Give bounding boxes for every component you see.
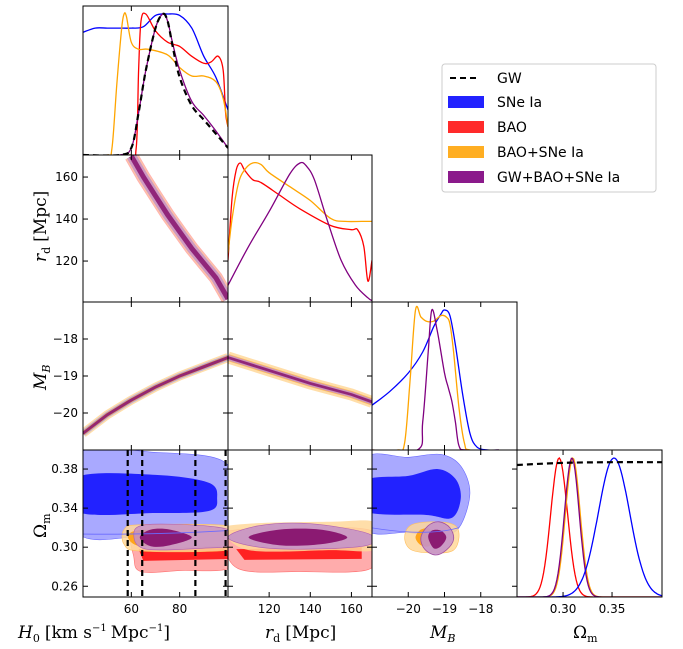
ytick-label-rd: 160 [55, 170, 78, 184]
contour-om-rd-all-inner [248, 528, 348, 546]
legend-label-sne: SNe Ia [497, 95, 542, 111]
legend-key-bao [448, 121, 484, 133]
marginal-h0-sne [83, 13, 228, 111]
marginal-mb-bao-sne [372, 305, 499, 450]
panel-om-rd [228, 520, 372, 573]
legend-key-sne [448, 96, 484, 108]
xtick-label-rd: 160 [340, 602, 363, 616]
xtick-label-Om: 0.35 [599, 602, 626, 616]
legend-key-bao-sne [448, 146, 484, 158]
xtick-label-rd: 140 [299, 602, 322, 616]
marginal-rd-gw-bao-sne [228, 161, 372, 302]
ytick-label-Om: 0.34 [51, 501, 78, 515]
contour-om-mb-sne-edge [372, 527, 460, 533]
marginal-rd-bao [228, 162, 372, 282]
marginal-mb-gw-bao-sne [372, 308, 499, 450]
xlabel-om: Ωm [573, 623, 598, 645]
ytick-label-MB: −19 [53, 369, 78, 383]
marginal-mb-sne [372, 309, 499, 450]
marginal-om-gw-bao-sne [517, 457, 662, 597]
ylabel-mb: MB [31, 364, 53, 391]
contour-om-mb-sne-inner [372, 468, 461, 519]
contour-mb-rd-all-inner [228, 356, 372, 404]
marginal-h0-gw [83, 12, 228, 155]
ylabel-om: Ωm [31, 513, 53, 538]
ytick-label-Om: 0.30 [51, 540, 78, 554]
legend-label-bao: BAO [497, 120, 527, 136]
panel-frame-r3-c3 [516, 449, 663, 598]
xlabel-mb: MB [429, 623, 456, 645]
legend-label-gw-bao-sne: GW+BAO+SNe Ia [497, 170, 620, 186]
legend: GW SNe Ia BAO BAO+SNe Ia GW+BAO+SNe Ia [441, 63, 657, 193]
contour-om-h0-sne-edge [83, 530, 228, 535]
xtick-label-Om: 0.30 [550, 602, 577, 616]
legend-label-gw: GW [497, 71, 522, 87]
xlabel-rd: rd [Mpc] [265, 623, 336, 645]
panels-layer [83, 12, 662, 597]
ytick-label-MB: −20 [53, 406, 78, 420]
marginal-om [517, 456, 662, 597]
xtick-label-rd: 120 [258, 602, 281, 616]
marginal-om-bao [517, 456, 662, 597]
xtick-label-MB: −18 [468, 602, 493, 616]
ytick-label-Om: 0.38 [51, 462, 78, 476]
marginal-om-gw [517, 461, 662, 467]
panel-mb-rd [228, 351, 372, 408]
panel-mb-h0 [83, 353, 228, 437]
contour-mb-h0-all-inner [83, 356, 228, 435]
marginal-h0-bao-sne [83, 12, 228, 155]
panel-om-mb [372, 453, 471, 556]
marginal-om-sne [517, 457, 662, 597]
marginal-rd-bao-sne [228, 161, 372, 254]
legend-frame [441, 63, 657, 193]
panel-rd-h0 [125, 155, 228, 302]
marginal-om-bao-sne [517, 457, 662, 597]
ylabel-rd: rd[Mpc] [31, 191, 53, 262]
xtick-label-MB: −19 [432, 602, 457, 616]
ytick-label-rd: 140 [55, 212, 78, 226]
xlabel-h0: H0 [km s−1 Mpc−1] [17, 623, 170, 645]
xtick-label-H0: 60 [124, 602, 139, 616]
contour-rd-h0-all-inner [129, 155, 228, 301]
legend-key-gw-bao-sne [448, 171, 484, 183]
panel-om-h0 [83, 450, 228, 597]
xtick-label-MB: −20 [396, 602, 421, 616]
panel-frame-r1-c0 [82, 154, 229, 303]
marginal-h0-bao [83, 12, 228, 155]
panel-frame-r2-c0 [82, 301, 229, 451]
marginal-h0 [83, 12, 228, 155]
ytick-label-rd: 120 [55, 254, 78, 268]
legend-label-bao-sne: BAO+SNe Ia [497, 145, 584, 161]
contour-om-h0-sne-inner [83, 473, 218, 515]
marginal-mb [372, 305, 499, 450]
marginal-rd [228, 161, 372, 302]
ytick-label-Om: 0.26 [51, 579, 78, 593]
ticks-layer: 60 80 120 140 160 −20 −19 −18 0.30 0.35 120 140 160 −… [51, 6, 625, 616]
contour-mb-h0-bao-sne-inner [83, 355, 228, 436]
xtick-label-H0: 80 [172, 602, 187, 616]
ytick-label-MB: −18 [53, 332, 78, 346]
contour-om-mb-all-inner [428, 529, 447, 549]
marginal-h0-gw-bao-sne [83, 13, 228, 155]
